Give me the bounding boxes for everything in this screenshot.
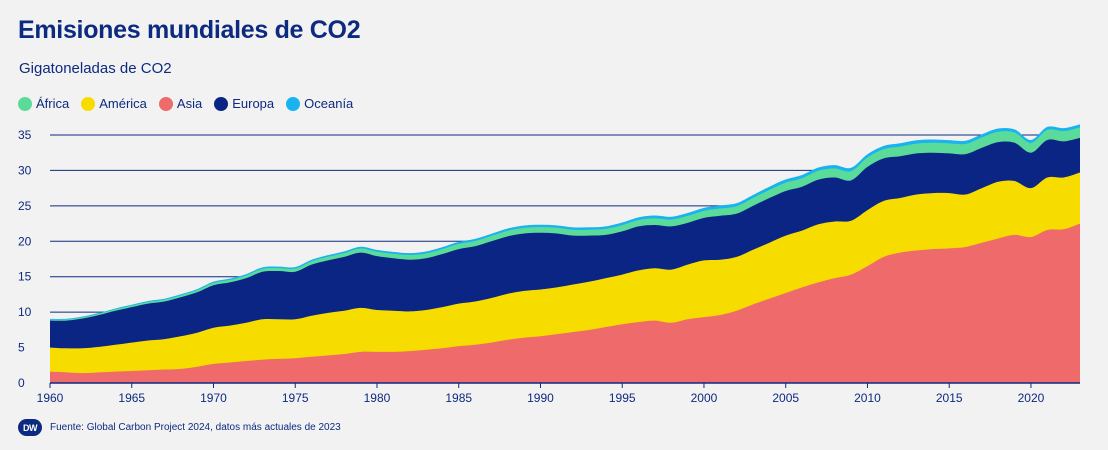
chart-subtitle: Gigatoneladas de CO2 bbox=[19, 60, 172, 77]
dw-logo-icon: DW bbox=[18, 419, 42, 436]
chart-title: Emisiones mundiales de CO2 bbox=[18, 16, 361, 44]
legend-item: América bbox=[81, 96, 147, 111]
y-tick-label: 5 bbox=[18, 341, 25, 355]
x-tick-label: 1995 bbox=[609, 391, 636, 405]
legend-swatch bbox=[18, 96, 32, 111]
legend-item: Oceanía bbox=[286, 96, 353, 111]
x-tick-label: 1970 bbox=[200, 391, 227, 405]
x-tick-label: 1990 bbox=[527, 391, 554, 405]
x-tick-label: 1985 bbox=[445, 391, 472, 405]
y-tick-label: 15 bbox=[18, 270, 32, 284]
y-tick-label: 20 bbox=[18, 234, 32, 248]
y-tick-label: 25 bbox=[18, 199, 32, 213]
legend-label: Oceanía bbox=[304, 96, 354, 111]
legend-label: África bbox=[36, 96, 70, 111]
y-tick-label: 35 bbox=[18, 128, 32, 142]
legend-label: Europa bbox=[232, 96, 275, 111]
y-tick-label: 30 bbox=[18, 163, 32, 177]
x-tick-label: 1980 bbox=[364, 391, 391, 405]
x-tick-label: 2005 bbox=[772, 391, 799, 405]
legend-label: América bbox=[99, 96, 147, 111]
x-tick-label: 1965 bbox=[118, 391, 145, 405]
y-tick-label: 10 bbox=[18, 305, 32, 319]
legend-swatch bbox=[286, 96, 301, 111]
x-tick-label: 2000 bbox=[691, 391, 718, 405]
legend-swatch bbox=[158, 96, 173, 111]
x-tick-label: 1975 bbox=[282, 391, 309, 405]
x-tick-label: 2020 bbox=[1018, 391, 1045, 405]
legend-swatch bbox=[81, 96, 96, 111]
legend-item: África bbox=[18, 96, 69, 111]
source-note: Fuente: Global Carbon Project 2024, dato… bbox=[50, 422, 341, 433]
chart-legend: África América Asia Europa Oceanía bbox=[18, 96, 353, 111]
area-asia bbox=[50, 223, 1080, 383]
y-tick-label: 0 bbox=[18, 376, 25, 390]
legend-item: Europa bbox=[214, 96, 274, 111]
legend-label: Asia bbox=[176, 96, 203, 111]
footer: DW Fuente: Global Carbon Project 2024, d… bbox=[18, 419, 341, 436]
legend-item: Asia bbox=[158, 96, 203, 111]
x-tick-label: 2015 bbox=[936, 391, 963, 405]
legend-swatch bbox=[214, 96, 229, 111]
x-tick-label: 1960 bbox=[37, 391, 64, 405]
x-tick-label: 2010 bbox=[854, 391, 881, 405]
